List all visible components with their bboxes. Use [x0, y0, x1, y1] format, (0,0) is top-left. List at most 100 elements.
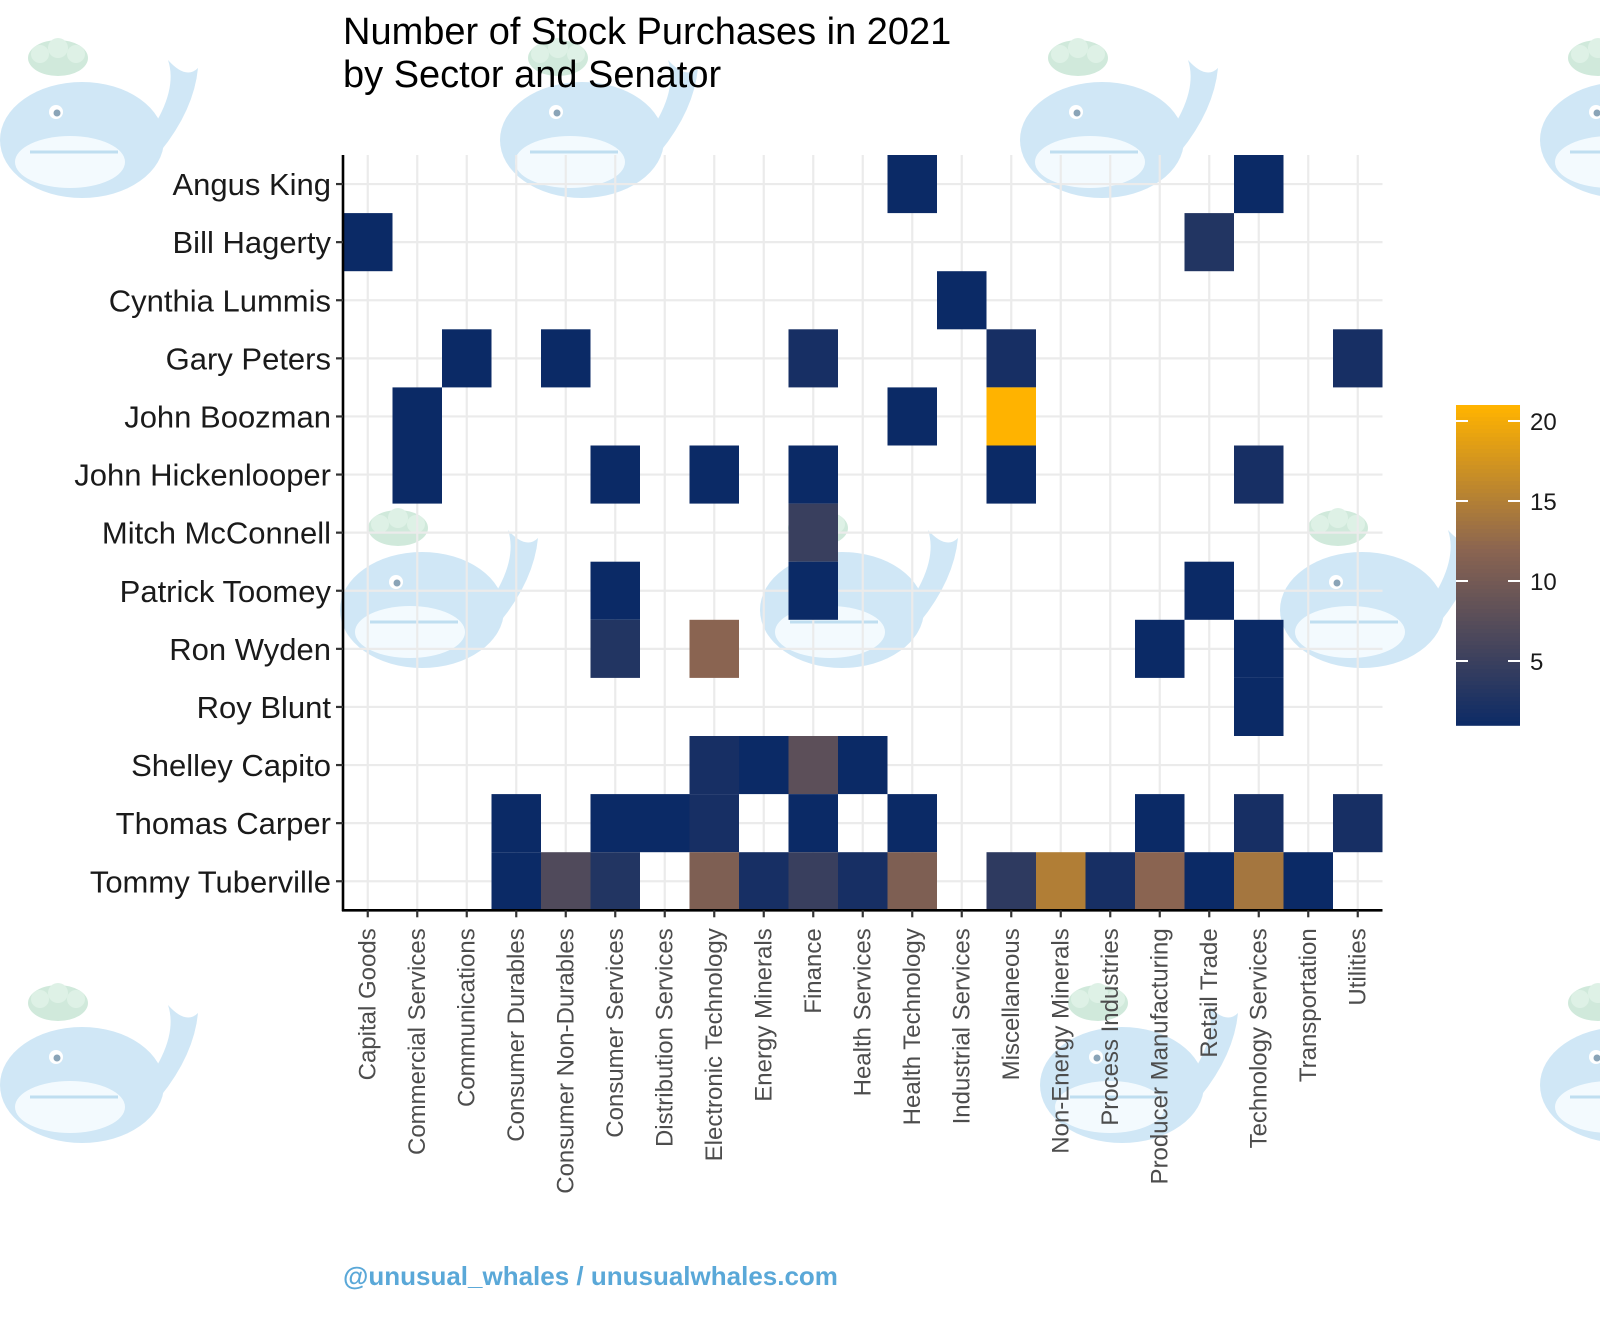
heatmap-cell-shelley-capito-finance: Shelley Capito / Finance: 8 [788, 736, 838, 795]
legend-gradient-step [1456, 653, 1520, 658]
heatmap-cell-john-boozman-commercial-services: John Boozman / Commercial Services: 1 [392, 387, 442, 446]
legend-gradient-step [1456, 441, 1520, 446]
legend-gradient-step [1456, 501, 1520, 506]
legend-gradient-step [1456, 521, 1520, 526]
heatmap-cell-thomas-carper-technology-services: Thomas Carper / Technology Services: 2 [1234, 794, 1284, 853]
y-label-4: Gary Peters [166, 341, 331, 376]
legend-gradient-step [1456, 629, 1520, 634]
heatmap-cell-gary-peters-consumer-non-durables: Gary Peters / Consumer Non-Durables: 1 [541, 329, 591, 388]
legend-gradient-step [1456, 405, 1520, 410]
heatmap-cell-john-boozman-health-technology: John Boozman / Health Technology: 1 [887, 387, 937, 446]
heatmap-cell-mitch-mcconnell-finance: Mitch McConnell / Finance: 5 [788, 503, 838, 562]
heatmap-cell-thomas-carper-utilities: Thomas Carper / Utilities: 2 [1333, 794, 1383, 853]
heatmap-cell-roy-blunt-technology-services: Roy Blunt / Technology Services: 1 [1234, 677, 1284, 736]
heatmap-cell-thomas-carper-finance: Thomas Carper / Finance: 1 [788, 794, 838, 853]
heatmap-cell-patrick-toomey-retail-trade: Patrick Toomey / Retail Trade: 1 [1184, 561, 1234, 620]
legend-gradient-step [1456, 685, 1520, 690]
legend-gradient-step [1456, 669, 1520, 674]
heatmap-cell-tommy-tuberville-consumer-services: Tommy Tuberville / Consumer Services: 3 [590, 852, 640, 911]
legend-gradient-step [1456, 449, 1520, 454]
heatmap-cell-tommy-tuberville-transportation: Tommy Tuberville / Transportation: 1 [1283, 852, 1333, 911]
legend-gradient-step [1456, 545, 1520, 550]
legend-gradient-step [1456, 497, 1520, 502]
legend-gradient-step [1456, 665, 1520, 670]
legend-gradient-step [1456, 509, 1520, 514]
legend-gradient-step [1456, 633, 1520, 638]
legend-gradient-step [1456, 585, 1520, 590]
x-label-14: Miscellaneous [998, 928, 1025, 1080]
y-label-3: Cynthia Lummis [109, 283, 331, 318]
y-axis-labels: Angus King Bill Hagerty Cynthia Lummis Gary… [74, 167, 343, 899]
heatmap-cell-tommy-tuberville-finance: Tommy Tuberville / Finance: 5 [788, 852, 838, 911]
legend-gradient-step [1456, 677, 1520, 682]
legend-gradient-step [1456, 605, 1520, 610]
legend-gradient-step [1456, 481, 1520, 486]
legend-label-3: 15 [1530, 489, 1557, 516]
legend-gradient-step [1456, 425, 1520, 430]
heatmap-cell-tommy-tuberville-electronic-technology: Tommy Tuberville / Electronic Technology… [689, 852, 739, 911]
heatmap-cell-bill-hagerty-capital-goods: Bill Hagerty / Capital Goods: 1 [343, 213, 393, 272]
y-label-13: Tommy Tuberville [90, 864, 331, 899]
legend-label-4: 20 [1530, 409, 1557, 436]
source-caption: @unusual_whales / unusualwhales.com [343, 1261, 838, 1291]
heatmap-cell-john-boozman-miscellaneous: John Boozman / Miscellaneous: 21 [986, 387, 1036, 446]
heatmap-cell-cynthia-lummis-industrial-services: Cynthia Lummis / Industrial Services: 1 [937, 271, 987, 330]
legend-gradient-step [1456, 561, 1520, 566]
heatmap-cell-shelley-capito-electronic-technology: Shelley Capito / Electronic Technology: … [689, 736, 739, 795]
heatmap-cell-john-hickenlooper-finance: John Hickenlooper / Finance: 1 [788, 445, 838, 504]
y-label-7: Mitch McConnell [102, 516, 331, 551]
legend-gradient-step [1456, 413, 1520, 418]
legend-gradient-step [1456, 713, 1520, 718]
heatmap-cell-john-hickenlooper-electronic-technology: John Hickenlooper / Electronic Technolog… [689, 445, 739, 504]
legend-gradient-step [1456, 513, 1520, 518]
color-legend: 5 10 15 20 [1456, 405, 1557, 726]
heatmap-cell-tommy-tuberville-non-energy-minerals: Tommy Tuberville / Non-Energy Minerals: … [1036, 852, 1086, 911]
legend-label-2: 10 [1530, 569, 1557, 596]
whale-watermark-4 [1538, 36, 1600, 200]
heatmap-cell-ron-wyden-technology-services: Ron Wyden / Technology Services: 1 [1234, 619, 1284, 678]
heatmap-cell-john-hickenlooper-technology-services: John Hickenlooper / Technology Services:… [1234, 445, 1284, 504]
legend-gradient-step [1456, 473, 1520, 478]
chart-subtitle: by Sector and Senator [343, 54, 721, 96]
x-axis-labels: Capital Goods Commercial Services Communic… [355, 910, 1372, 1194]
legend-gradient-step [1456, 573, 1520, 578]
heatmap-cell-thomas-carper-consumer-services: Thomas Carper / Consumer Services: 1 [590, 794, 640, 853]
legend-gradient-step [1456, 681, 1520, 686]
legend-gradient-step [1456, 465, 1520, 470]
legend-label-1: 5 [1530, 649, 1543, 676]
heatmap-cell-gary-peters-finance: Gary Peters / Finance: 2 [788, 329, 838, 388]
heatmap-tiles: Angus King / Health Technology: 1 Angus K… [343, 155, 1383, 911]
legend-gradient-step [1456, 621, 1520, 626]
legend-gradient-step [1456, 705, 1520, 710]
heatmap-cell-thomas-carper-distribution-services: Thomas Carper / Distribution Services: 1 [640, 794, 690, 853]
x-label-11: Health Services [850, 928, 877, 1096]
x-label-9: Energy Minerals [751, 928, 778, 1101]
x-label-13: Industrial Services [949, 928, 976, 1124]
chart-title: Number of Stock Purchases in 2021 [343, 11, 951, 53]
heatmap-cell-tommy-tuberville-consumer-non-durables: Tommy Tuberville / Consumer Non-Durables… [541, 852, 591, 911]
x-label-17: Producer Manufacturing [1147, 928, 1174, 1184]
legend-gradient-step [1456, 657, 1520, 662]
heatmap-cell-john-hickenlooper-miscellaneous: John Hickenlooper / Miscellaneous: 1 [986, 445, 1036, 504]
legend-gradient-step [1456, 421, 1520, 426]
y-label-6: John Hickenlooper [74, 458, 331, 493]
legend-gradient-step [1456, 457, 1520, 462]
legend-gradient-step [1456, 409, 1520, 414]
heatmap-cell-tommy-tuberville-energy-minerals: Tommy Tuberville / Energy Minerals: 2 [739, 852, 789, 911]
legend-gradient-step [1456, 689, 1520, 694]
legend-gradient-step [1456, 617, 1520, 622]
x-label-6: Consumer Services [602, 928, 629, 1137]
x-label-8: Electronic Technology [701, 928, 728, 1161]
y-label-12: Thomas Carper [116, 806, 331, 841]
heatmap-cell-tommy-tuberville-health-services: Tommy Tuberville / Health Services: 2 [838, 852, 888, 911]
legend-gradient-step [1456, 437, 1520, 442]
legend-gradient-step [1456, 645, 1520, 650]
x-label-5: Consumer Non-Durables [553, 928, 580, 1193]
x-label-3: Communications [454, 928, 481, 1107]
heatmap-cell-tommy-tuberville-consumer-durables: Tommy Tuberville / Consumer Durables: 1 [491, 852, 541, 911]
legend-gradient-step [1456, 537, 1520, 542]
y-label-1: Angus King [172, 167, 331, 202]
x-label-15: Non-Energy Minerals [1048, 928, 1075, 1153]
y-label-5: John Boozman [124, 399, 331, 434]
